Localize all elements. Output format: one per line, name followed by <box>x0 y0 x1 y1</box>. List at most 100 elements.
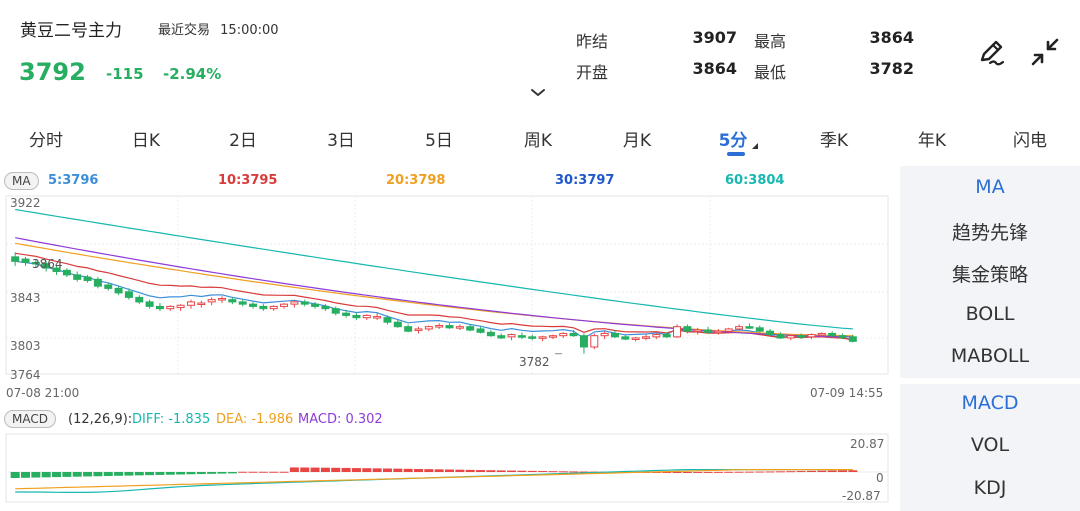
collapse-icon[interactable] <box>1029 36 1061 68</box>
macd-bar <box>362 468 372 472</box>
candle-body <box>673 326 682 338</box>
macd-bar <box>134 472 144 476</box>
tab-2[interactable]: 2日 <box>229 131 257 151</box>
tab-3[interactable]: 3日 <box>327 131 355 151</box>
tab-5[interactable]: 周K <box>523 131 553 151</box>
side-main-item-0[interactable]: MA <box>975 176 1005 198</box>
side-panel-divider <box>900 378 1080 384</box>
candle-body <box>145 301 154 307</box>
macd-bar <box>538 471 548 473</box>
tab-7[interactable]: 5分 <box>718 131 748 151</box>
macd-bar <box>755 471 765 473</box>
tab-8[interactable]: 季K <box>819 131 849 151</box>
tab-0[interactable]: 分时 <box>29 131 63 151</box>
macd-bar <box>310 467 320 472</box>
macd-bar <box>558 471 568 473</box>
side-sub-item-2[interactable]: KDJ <box>973 477 1007 499</box>
macd-bar <box>393 468 403 472</box>
candle-body <box>445 325 454 329</box>
candle-body <box>424 326 433 330</box>
side-main-item-4[interactable]: MABOLL <box>950 345 1030 367</box>
candle-body <box>31 261 40 265</box>
tab-10[interactable]: 闪电 <box>1013 131 1047 151</box>
macd-bar <box>724 471 734 473</box>
candle-body <box>93 278 102 287</box>
candle-body <box>197 302 206 306</box>
macd-axis-bottom: -20.87 <box>842 489 881 503</box>
ma-line-ma60 <box>15 208 853 330</box>
side-sub-item-1[interactable]: VOL <box>970 434 1010 456</box>
macd-bar <box>279 471 289 473</box>
candle-body <box>662 334 671 338</box>
macd-bar <box>41 472 51 478</box>
ma30-value: 30:3797 <box>555 173 615 188</box>
candle-body <box>321 305 330 310</box>
macd-bar <box>445 469 455 472</box>
candle-body <box>218 298 226 301</box>
macd-bar <box>269 471 279 473</box>
candle-body <box>693 329 702 333</box>
macd-bar <box>258 471 268 473</box>
candle-body <box>828 332 837 337</box>
macd-bar <box>693 471 703 473</box>
macd-bar <box>817 470 827 472</box>
side-main-item-3[interactable]: BOLL <box>965 303 1015 325</box>
macd-bar <box>341 467 351 472</box>
time-start: 07-08 21:00 <box>6 386 80 400</box>
candle-body <box>228 299 237 303</box>
ma60-value: 60:3804 <box>725 173 785 188</box>
candle-body <box>704 329 713 333</box>
macd-bar <box>486 470 496 472</box>
tab-1[interactable]: 日K <box>131 131 161 151</box>
candle-body <box>352 314 361 319</box>
main-panel-frame <box>5 195 889 375</box>
macd-bar <box>434 469 444 472</box>
ma-line-ma5 <box>15 260 853 341</box>
candle-body <box>104 284 113 289</box>
candle-body <box>776 334 785 339</box>
chevron-down-icon[interactable] <box>530 88 546 98</box>
candle-body <box>404 326 413 332</box>
macd-bar <box>155 472 165 475</box>
tab-6[interactable]: 月K <box>622 131 652 151</box>
macd-indicator-badge[interactable]: MACD <box>4 410 56 428</box>
side-main-item-2[interactable]: 集金策略 <box>951 264 1028 286</box>
candle-body <box>714 330 723 334</box>
ma20-value: 20:3798 <box>386 173 446 188</box>
macd-bar <box>579 471 589 473</box>
macd-bar <box>713 471 723 473</box>
macd-bar <box>31 472 41 478</box>
chart-area[interactable] <box>0 166 898 511</box>
draw-pen-icon[interactable] <box>976 36 1008 68</box>
candle-body <box>135 296 144 303</box>
tab-4[interactable]: 5日 <box>425 131 453 151</box>
candle-body <box>249 303 258 307</box>
ma-line-ma30 <box>15 237 853 338</box>
macd-diff: DIFF: -1.835 <box>132 412 211 427</box>
candle-body <box>373 316 382 319</box>
macd-bar <box>775 471 785 473</box>
indicator-side-panel: MA 趋势先锋集金策略 BOLL MABOLL MACD VOL KDJ <box>900 166 1080 511</box>
side-main-item-1[interactable]: 趋势先锋 <box>951 222 1028 244</box>
tab-dropdown-triangle-icon[interactable] <box>752 143 758 149</box>
macd-bar <box>331 467 341 472</box>
tab-9[interactable]: 年K <box>917 131 947 151</box>
candle-body <box>838 335 847 338</box>
candle-body <box>114 287 123 294</box>
kline-chart[interactable] <box>0 166 898 511</box>
candle-body <box>11 256 20 262</box>
macd-bar <box>217 472 227 474</box>
macd-bar <box>682 471 692 473</box>
side-sub-item-0[interactable]: MACD <box>961 392 1019 414</box>
candle-body <box>579 335 588 348</box>
macd-bar <box>103 472 113 477</box>
candle-body <box>528 336 537 339</box>
ma-indicator-badge[interactable]: MA <box>4 172 39 190</box>
macd-bar <box>786 471 796 473</box>
macd-bar <box>744 471 754 473</box>
macd-bar <box>403 468 413 472</box>
candle-body <box>290 301 299 305</box>
macd-bar <box>672 471 682 473</box>
macd-bar <box>527 470 537 472</box>
candle-body <box>331 308 340 314</box>
